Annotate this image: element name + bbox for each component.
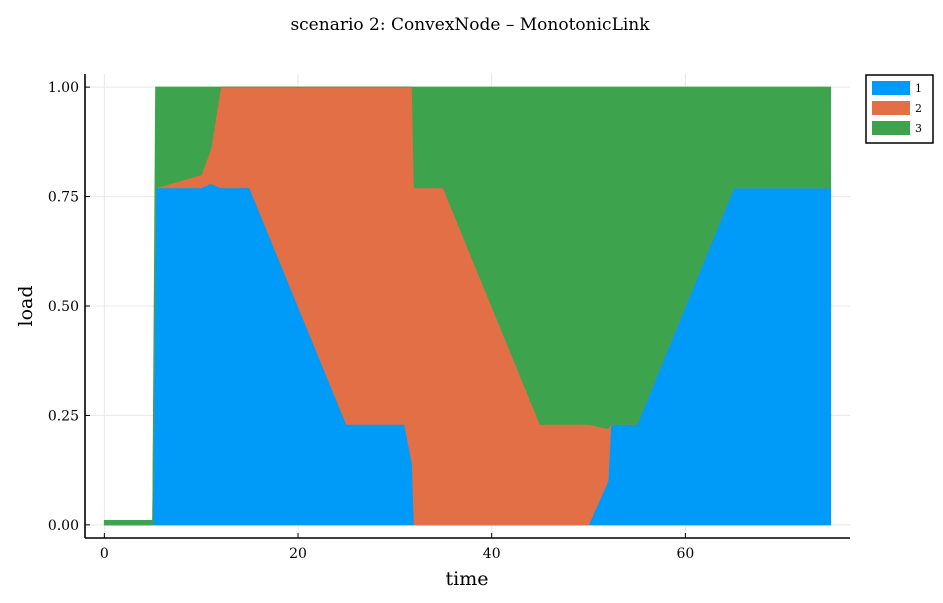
y-axis-label: load: [15, 285, 37, 326]
legend-label-2: 2: [915, 102, 922, 115]
y-tick-label: 0.00: [48, 518, 79, 534]
legend-swatch-3: [872, 121, 910, 135]
legend-label-3: 3: [915, 122, 922, 135]
x-tick-label: 60: [676, 546, 694, 562]
y-tick-label: 0.25: [48, 408, 79, 424]
x-tick-label: 0: [100, 546, 109, 562]
y-tick-label: 0.75: [48, 190, 79, 206]
legend-swatch-1: [872, 81, 910, 95]
y-tick-label: 0.50: [48, 299, 79, 315]
tick-layer: 0 20 40 60 0.00 0.25 0.50 0.75 1.00: [48, 80, 694, 562]
legend-label-1: 1: [915, 82, 922, 95]
legend: 1 2 3: [865, 74, 934, 144]
area-layer: [103, 86, 832, 526]
x-tick-label: 20: [289, 546, 307, 562]
x-tick-label: 40: [483, 546, 501, 562]
area-series-3: [103, 86, 832, 526]
legend-swatch-2: [872, 101, 910, 115]
x-axis-label: time: [446, 568, 489, 590]
y-tick-label: 1.00: [48, 80, 79, 96]
chart-title: scenario 2: ConvexNode – MonotonicLink: [290, 15, 650, 35]
